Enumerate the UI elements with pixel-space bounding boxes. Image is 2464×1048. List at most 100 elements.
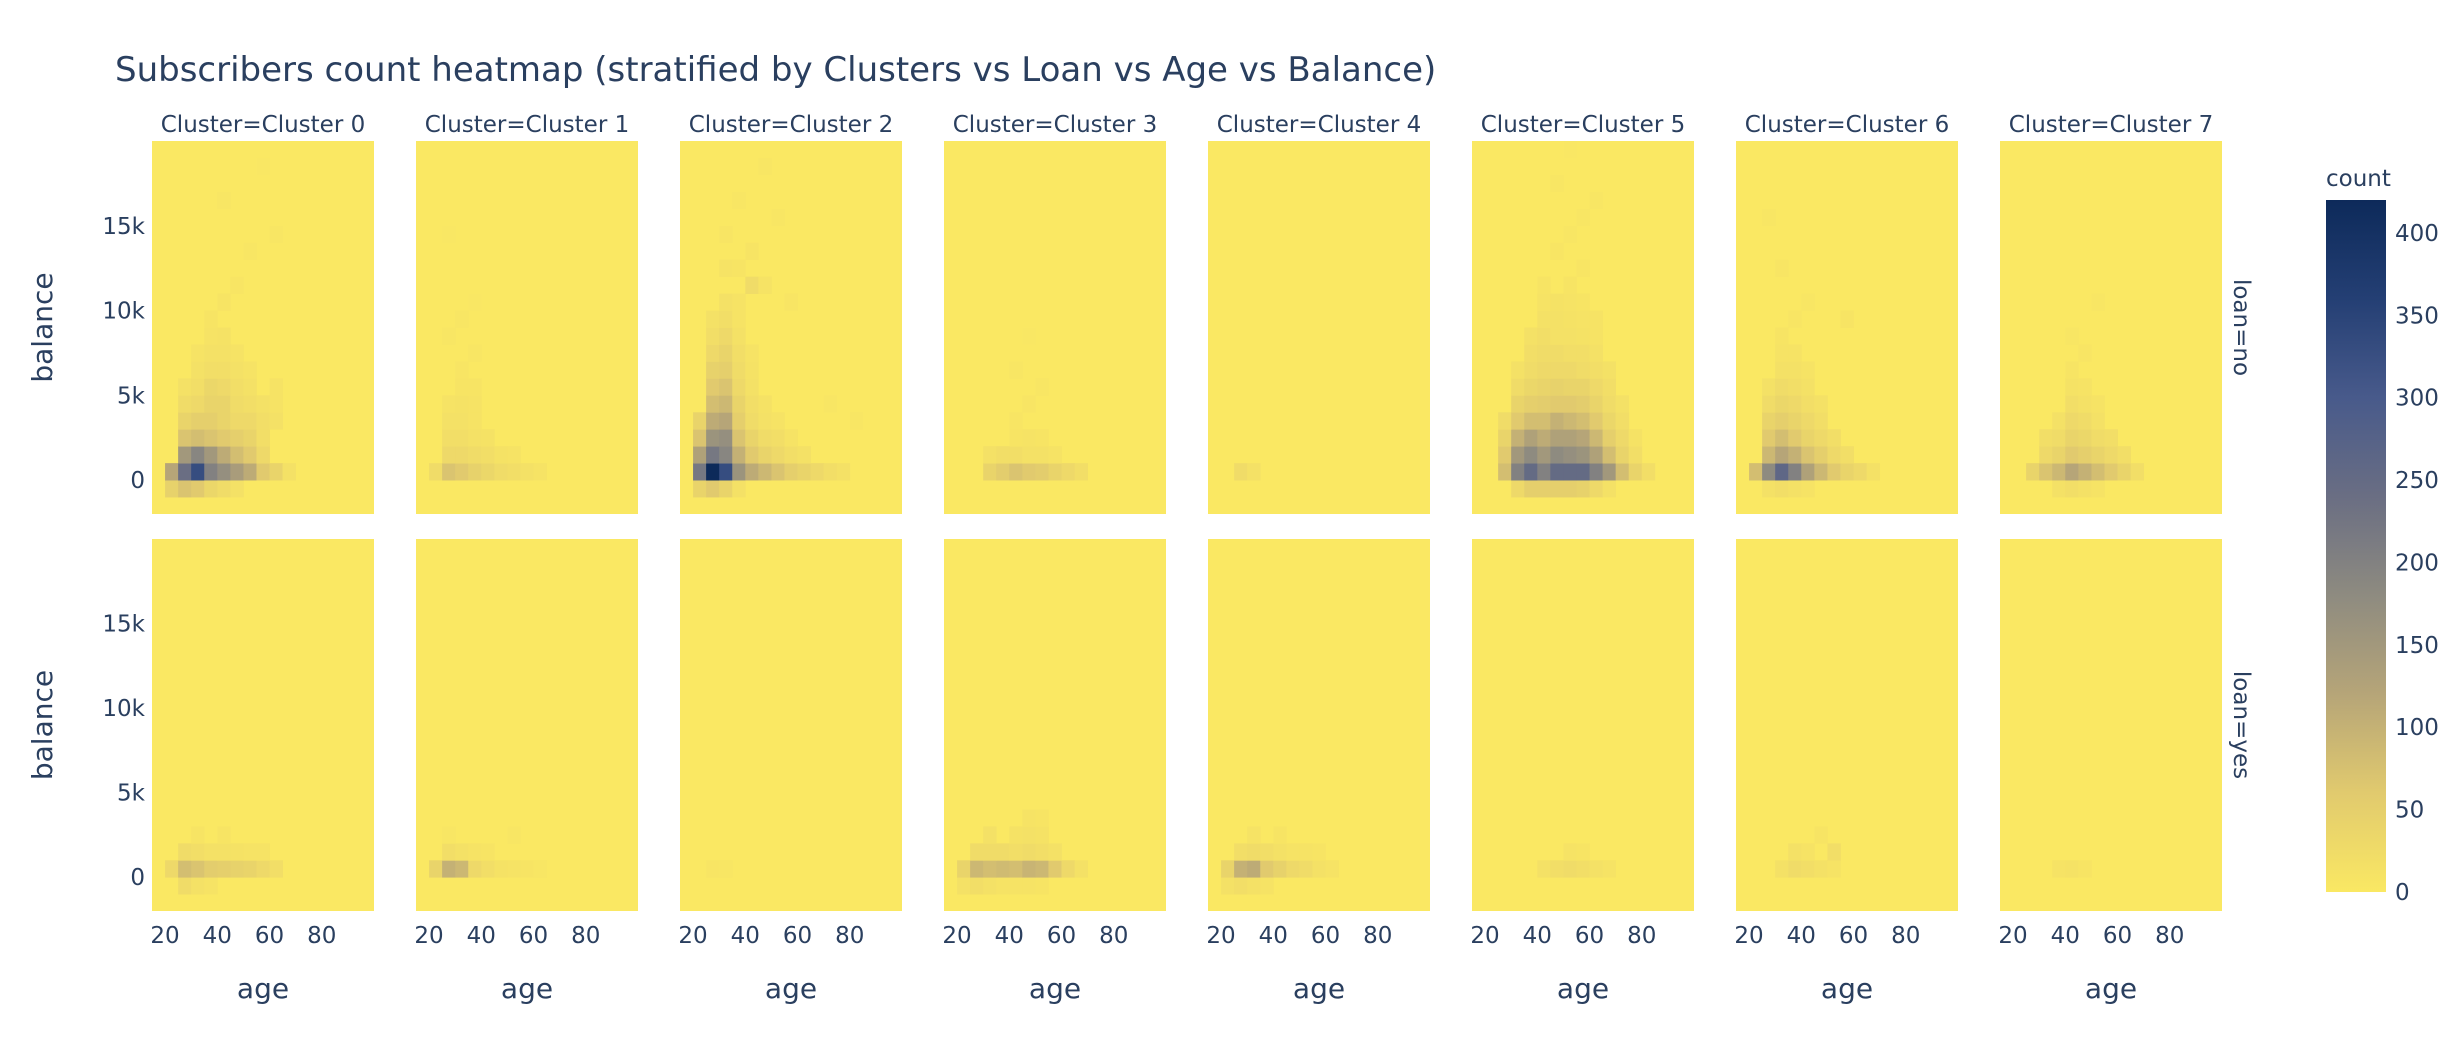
heatmap-cell <box>217 344 231 362</box>
heatmap-cell <box>1048 860 1062 878</box>
heatmap-cell <box>1312 843 1326 861</box>
x-tick-label: 20 <box>1998 923 2027 949</box>
heatmap-cell <box>732 412 746 430</box>
heatmap-cell <box>191 877 205 895</box>
heatmap-cell <box>507 860 521 878</box>
heatmap-panel <box>416 141 638 514</box>
heatmap-cell <box>204 361 218 379</box>
heatmap-cell <box>507 446 521 464</box>
heatmap-cell <box>1524 327 1538 345</box>
heatmap-cell <box>243 843 257 861</box>
heatmap-cell <box>1234 877 1248 895</box>
heatmap-cell <box>1827 463 1841 481</box>
heatmap-cell <box>1550 361 1564 379</box>
heatmap-cell <box>719 395 733 413</box>
heatmap-cell <box>1615 429 1630 447</box>
heatmap-cell <box>1537 293 1551 311</box>
heatmap-cell <box>1775 446 1789 464</box>
heatmap-cell <box>1048 463 1062 481</box>
heatmap-cell <box>1061 860 1075 878</box>
heatmap-cell <box>442 395 456 413</box>
y-tick-label: 15k <box>102 612 145 638</box>
heatmap-cell <box>732 327 746 345</box>
heatmap-cell <box>1035 809 1049 827</box>
heatmap-cell <box>494 860 508 878</box>
heatmap-cell <box>745 378 759 396</box>
heatmap-cell <box>1035 463 1049 481</box>
heatmap-cell <box>1602 412 1617 430</box>
heatmap-cell <box>230 276 244 294</box>
x-tick-label: 20 <box>1206 923 1235 949</box>
heatmap-cell <box>1550 378 1564 396</box>
y-tick-label: 5k <box>117 781 146 807</box>
heatmap-cell <box>1247 463 1261 481</box>
heatmap-cell <box>204 877 218 895</box>
x-axis-label: age <box>1821 972 1873 1005</box>
heatmap-cell <box>217 412 231 430</box>
heatmap-cell <box>191 480 205 498</box>
heatmap-cell <box>771 412 785 430</box>
heatmap-cell <box>1814 412 1828 430</box>
heatmap-cell <box>1035 860 1049 878</box>
heatmap-cell <box>1814 463 1828 481</box>
heatmap-cell <box>1247 877 1261 895</box>
heatmap-cell <box>178 480 192 498</box>
heatmap-cell <box>1853 463 1867 481</box>
heatmap-cell <box>269 395 283 413</box>
heatmap-cell <box>719 860 733 878</box>
heatmap-cell <box>1537 429 1551 447</box>
heatmap-cell <box>1827 860 1841 878</box>
colorbar-tick-label: 400 <box>2395 221 2439 247</box>
heatmap-cell <box>1325 860 1339 878</box>
heatmap-cell <box>204 378 218 396</box>
heatmap-cell <box>1260 860 1274 878</box>
heatmap-cell <box>1524 429 1538 447</box>
colorbar-tick-label: 50 <box>2395 798 2424 824</box>
heatmap-cell <box>455 395 469 413</box>
row-facet-label: loan=no <box>2228 279 2254 376</box>
heatmap-cell <box>468 860 482 878</box>
heatmap-cell <box>1537 276 1551 294</box>
heatmap-cell <box>1035 446 1049 464</box>
heatmap-cell <box>442 412 456 430</box>
heatmap-cell <box>455 310 469 328</box>
heatmap-cell <box>1550 242 1564 261</box>
heatmap-cell <box>1775 860 1789 878</box>
heatmap-cell <box>996 860 1010 878</box>
heatmap-cell <box>1260 877 1274 895</box>
heatmap-cell <box>719 310 733 328</box>
heatmap-cell <box>1550 327 1564 345</box>
x-tick-label: 40 <box>1787 923 1816 949</box>
heatmap-cell <box>1840 463 1854 481</box>
heatmap-cell <box>455 378 469 396</box>
heatmap-cell <box>481 463 495 481</box>
x-tick-label: 80 <box>307 923 336 949</box>
heatmap-cell <box>732 480 746 498</box>
heatmap-cell <box>983 446 997 464</box>
heatmap-cell <box>256 395 270 413</box>
heatmap-cell <box>269 463 283 481</box>
heatmap-cell <box>1602 429 1617 447</box>
heatmap-cell <box>191 446 205 464</box>
heatmap-panel <box>152 539 374 911</box>
y-tick-label: 0 <box>130 865 145 891</box>
heatmap-cell <box>1035 877 1049 895</box>
heatmap-cell <box>732 310 746 328</box>
heatmap-cell <box>1762 463 1776 481</box>
colorbar-ticks: 0 50 100 150 200 250 300 350 400 <box>2395 221 2439 906</box>
heatmap-cell <box>1840 446 1854 464</box>
heatmap-cell <box>693 446 707 464</box>
x-axis-label: age <box>1557 972 1609 1005</box>
x-tick-label: 20 <box>1470 923 1499 949</box>
heatmap-cell <box>1788 843 1802 861</box>
heatmap-panel <box>2000 141 2222 514</box>
heatmap-cell <box>719 378 733 396</box>
heatmap-cell <box>1035 429 1049 447</box>
heatmap-cell <box>2026 463 2040 481</box>
heatmap-cell <box>165 463 179 481</box>
heatmap-cell <box>1615 412 1630 430</box>
heatmap-cell <box>1576 412 1590 430</box>
colorbar-tick-label: 350 <box>2395 303 2439 329</box>
heatmap-cell <box>468 293 482 311</box>
heatmap-cell <box>1550 463 1564 481</box>
